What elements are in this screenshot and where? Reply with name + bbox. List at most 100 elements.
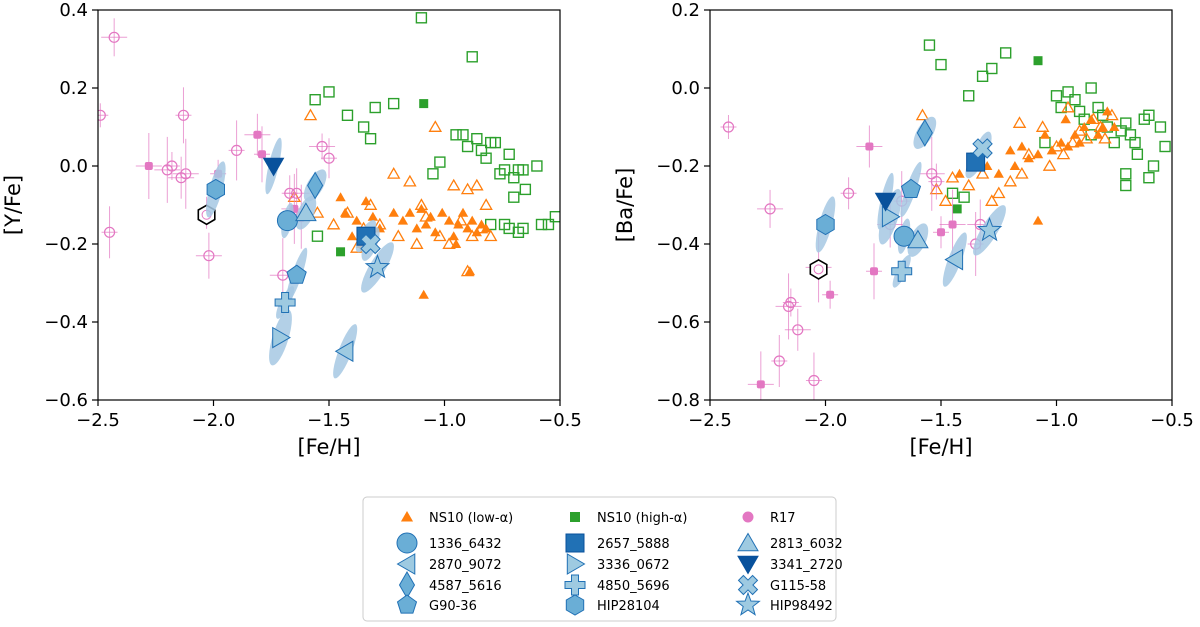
r17-open-point bbox=[764, 203, 776, 215]
ns10-high-open-point bbox=[415, 12, 428, 24]
legend-marker-NS10 (low-α) bbox=[400, 511, 414, 522]
y-tick-label: −0.2 bbox=[44, 234, 88, 255]
y-tick-label: −0.6 bbox=[656, 312, 700, 333]
ns10-low-point bbox=[1023, 153, 1034, 163]
x-tick-label: −1.5 bbox=[919, 410, 963, 431]
ns10-high-open-point bbox=[450, 129, 462, 141]
legend-box bbox=[362, 496, 837, 622]
ns10-low-point bbox=[1060, 114, 1071, 124]
ns10-high-point bbox=[419, 99, 429, 109]
ns10-high-open-point bbox=[369, 101, 381, 114]
ns10-high-open-point bbox=[503, 222, 515, 235]
legend-marker-3336_0672 bbox=[566, 553, 586, 575]
ns10-low-open-point bbox=[1003, 174, 1018, 187]
ns10-high-open-point bbox=[935, 58, 947, 71]
sample-point-3336_0672 bbox=[272, 326, 291, 349]
ns10-low-point bbox=[346, 231, 358, 241]
r17-point bbox=[948, 220, 957, 229]
ns10-low-point bbox=[448, 231, 459, 241]
sample-point-4587_5616 bbox=[916, 118, 933, 147]
ns10-low-point bbox=[411, 223, 422, 233]
ns10-high-open-point bbox=[958, 191, 970, 203]
ns10-low-point bbox=[367, 211, 379, 221]
y-tick-label: −0.8 bbox=[656, 390, 700, 411]
legend-marker-NS10 (high-α) bbox=[570, 512, 580, 522]
ns10-low-open-point bbox=[1042, 159, 1057, 171]
plot-area bbox=[98, 12, 560, 379]
ns10-high-point bbox=[952, 204, 962, 214]
ns10-low-open-point bbox=[1012, 116, 1027, 128]
sample-point-HIP98492 bbox=[976, 216, 1003, 242]
ns10-high-open-point bbox=[986, 62, 998, 75]
y-tick-label: 0.0 bbox=[59, 156, 88, 177]
ns10-high-open-point bbox=[1085, 82, 1097, 94]
ns10-high-open-point bbox=[503, 148, 515, 161]
x-tick-label: −1.0 bbox=[423, 410, 467, 431]
sample-point-4850_5696 bbox=[891, 260, 913, 282]
legend-label: 2657_5888 bbox=[597, 537, 670, 552]
ns10-low-open-point bbox=[991, 186, 1006, 199]
ns10-high-open-point bbox=[542, 218, 555, 231]
legend-label: HIP28104 bbox=[597, 599, 660, 614]
ns10-low-point bbox=[1009, 161, 1021, 170]
ns10-low-point bbox=[335, 192, 346, 202]
plot-area bbox=[720, 39, 1171, 400]
ns10-low-open-point bbox=[326, 217, 341, 230]
r17-open-point bbox=[323, 152, 335, 164]
ns10-low-point bbox=[464, 266, 476, 276]
ns10-high-point bbox=[1033, 56, 1043, 66]
x-tick-label: −1.0 bbox=[1035, 410, 1079, 431]
sample-point-3341_2720 bbox=[874, 192, 897, 212]
ns10-high-open-point bbox=[489, 136, 502, 149]
ns10-high-open-point bbox=[323, 86, 335, 98]
r17-open-point bbox=[166, 160, 178, 172]
panel-2: −2.5 −2.0 −1.5 −1.0 −0.5 −0.8 −0.6 −0.4 −0.2 0.0 0… bbox=[613, 0, 1194, 459]
legend-label: 3341_2720 bbox=[770, 558, 843, 573]
ns10-high-open-point bbox=[1120, 168, 1132, 180]
ns10-low-open-point bbox=[915, 108, 930, 121]
legend-marker-2657_5888 bbox=[565, 533, 585, 553]
legend-marker-2813_6032 bbox=[737, 532, 759, 552]
ns10-low-point bbox=[1102, 106, 1113, 116]
legend-label: 1336_6432 bbox=[429, 537, 502, 552]
ns10-low-open-point bbox=[386, 166, 401, 179]
sample-point-1336_6432 bbox=[276, 210, 298, 232]
reference-inner-point bbox=[813, 264, 824, 275]
ns10-low-point bbox=[1016, 141, 1027, 151]
ns10-high-open-point bbox=[357, 121, 370, 133]
ns10-high-open-point bbox=[1055, 101, 1067, 114]
r17-open-point bbox=[180, 168, 192, 180]
sample-point-2813_6032 bbox=[907, 229, 929, 249]
sample-point-HIP28104 bbox=[206, 178, 225, 200]
ns10-high-open-point bbox=[309, 93, 321, 106]
legend-label: 3336_0672 bbox=[597, 558, 670, 573]
ns10-high-open-point bbox=[517, 222, 529, 235]
ns10-high-open-point bbox=[1143, 171, 1155, 184]
ns10-low-point bbox=[418, 289, 429, 299]
legend-label: NS10 (low-α) bbox=[429, 511, 513, 526]
legend-marker-4850_5696 bbox=[564, 574, 586, 596]
ns10-high-open-point bbox=[1143, 109, 1155, 122]
r17-point bbox=[937, 228, 945, 237]
sample-point-G90-36 bbox=[900, 178, 922, 198]
sample-point-2813_6032 bbox=[295, 202, 317, 222]
ns10-high-open-point bbox=[311, 230, 324, 242]
ns10-high-open-point bbox=[549, 210, 560, 223]
legend-marker-G115-58 bbox=[737, 574, 759, 596]
legend-label: 2813_6032 bbox=[770, 537, 843, 552]
sample-point-1336_6432 bbox=[893, 225, 915, 247]
r17-point bbox=[865, 142, 874, 151]
x-tick-label: −0.5 bbox=[1150, 410, 1194, 431]
y-tick-label: 0.2 bbox=[59, 78, 88, 99]
sample-point-2870_9072 bbox=[334, 340, 354, 363]
panel-1: −2.5 −2.0 −1.5 −1.0 −0.5 −0.6 −0.4 −0.2 0.0 0.2 0.… bbox=[1, 0, 582, 459]
ns10-high-open-point bbox=[923, 39, 936, 51]
ns10-low-point bbox=[1109, 122, 1120, 131]
ns10-low-point bbox=[471, 227, 482, 237]
ns10-high-open-point bbox=[427, 168, 439, 180]
ns10-high-open-point bbox=[480, 152, 492, 164]
ns10-high-open-point bbox=[364, 132, 377, 145]
ns10-high-open-point bbox=[1131, 148, 1144, 161]
ns10-low-point bbox=[450, 239, 462, 248]
x-tick-label: −2.5 bbox=[76, 410, 120, 431]
